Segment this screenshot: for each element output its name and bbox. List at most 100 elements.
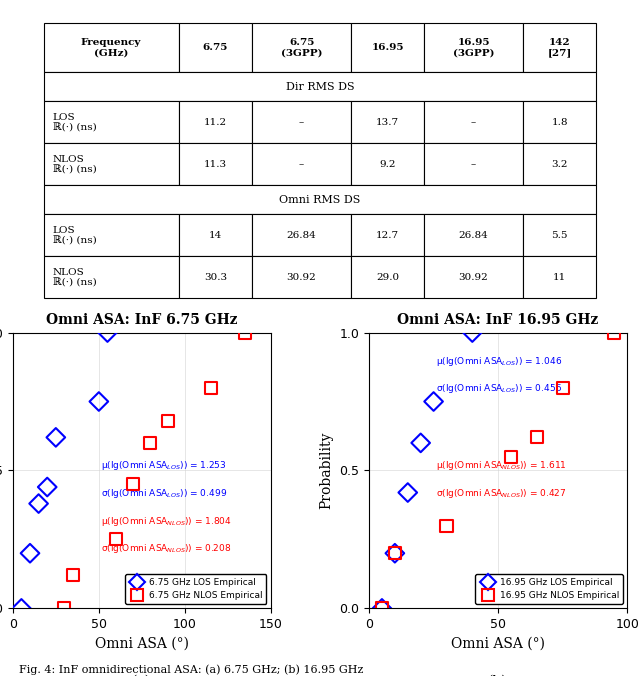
FancyBboxPatch shape	[252, 214, 351, 256]
Point	[33, 498, 44, 509]
Point	[60, 603, 70, 614]
Text: σ(lg(Omni ASA$_{NLOS}$)) = 0.427: σ(lg(Omni ASA$_{NLOS}$)) = 0.427	[436, 487, 567, 500]
FancyBboxPatch shape	[523, 101, 596, 143]
FancyBboxPatch shape	[424, 256, 523, 298]
Point	[111, 534, 121, 545]
Text: 1.8: 1.8	[552, 118, 568, 127]
FancyBboxPatch shape	[523, 214, 596, 256]
Legend: 6.75 GHz LOS Empirical, 6.75 GHz NLOS Empirical: 6.75 GHz LOS Empirical, 6.75 GHz NLOS Em…	[125, 574, 266, 604]
FancyBboxPatch shape	[424, 143, 523, 185]
Text: –: –	[471, 118, 476, 127]
Point	[442, 521, 452, 531]
FancyBboxPatch shape	[424, 23, 523, 72]
Text: 26.84: 26.84	[287, 231, 316, 240]
FancyBboxPatch shape	[351, 214, 424, 256]
X-axis label: Omni ASA (°): Omni ASA (°)	[95, 637, 189, 651]
FancyBboxPatch shape	[523, 23, 596, 72]
Point	[205, 383, 216, 393]
Text: 30.3: 30.3	[204, 273, 227, 282]
Point	[403, 487, 413, 498]
Point	[163, 416, 173, 427]
Point	[390, 548, 400, 558]
Point	[145, 437, 156, 448]
FancyBboxPatch shape	[252, 101, 351, 143]
Text: 13.7: 13.7	[376, 118, 399, 127]
Text: 5.5: 5.5	[552, 231, 568, 240]
Text: σ(lg(Omni ASA$_{NLOS}$)) = 0.208: σ(lg(Omni ASA$_{NLOS}$)) = 0.208	[100, 542, 231, 555]
FancyBboxPatch shape	[44, 143, 179, 185]
Point	[93, 396, 104, 407]
FancyBboxPatch shape	[351, 143, 424, 185]
Point	[428, 396, 438, 407]
Text: Omni RMS DS: Omni RMS DS	[279, 195, 361, 205]
Text: 142
[27]: 142 [27]	[547, 38, 572, 57]
FancyBboxPatch shape	[179, 214, 252, 256]
FancyBboxPatch shape	[44, 23, 179, 72]
FancyBboxPatch shape	[351, 23, 424, 72]
FancyBboxPatch shape	[44, 72, 596, 101]
Text: –: –	[299, 118, 304, 127]
FancyBboxPatch shape	[424, 214, 523, 256]
Text: 6.75: 6.75	[203, 43, 228, 52]
Text: 30.92: 30.92	[459, 273, 488, 282]
Point	[51, 432, 61, 443]
Text: 16.95: 16.95	[371, 43, 404, 52]
FancyBboxPatch shape	[44, 256, 179, 298]
FancyBboxPatch shape	[523, 256, 596, 298]
Text: LOS
ℝ(·) (ns): LOS ℝ(·) (ns)	[52, 113, 97, 132]
Point	[467, 327, 477, 338]
FancyBboxPatch shape	[44, 185, 596, 214]
Point	[25, 548, 35, 558]
Point	[532, 432, 542, 443]
Text: 16.95
(3GPP): 16.95 (3GPP)	[453, 38, 494, 57]
Text: 29.0: 29.0	[376, 273, 399, 282]
Text: –: –	[471, 160, 476, 169]
Text: Dir RMS DS: Dir RMS DS	[285, 82, 355, 92]
Point	[377, 603, 387, 614]
Text: 11: 11	[553, 273, 566, 282]
FancyBboxPatch shape	[179, 143, 252, 185]
Text: –: –	[299, 160, 304, 169]
FancyBboxPatch shape	[179, 23, 252, 72]
Text: 3.2: 3.2	[552, 160, 568, 169]
X-axis label: Omni ASA (°): Omni ASA (°)	[451, 637, 545, 651]
Text: 6.75
(3GPP): 6.75 (3GPP)	[281, 38, 323, 57]
Text: NLOS
ℝ(·) (ns): NLOS ℝ(·) (ns)	[52, 155, 97, 174]
Point	[390, 548, 400, 558]
Title: Omni ASA: InF 6.75 GHz: Omni ASA: InF 6.75 GHz	[46, 313, 237, 327]
Text: μ(lg(Omni ASA$_{NLOS}$)) = 1.611: μ(lg(Omni ASA$_{NLOS}$)) = 1.611	[436, 460, 567, 473]
Point	[16, 603, 26, 614]
Text: σ(lg(Omni ASA$_{LOS}$)) = 0.455: σ(lg(Omni ASA$_{LOS}$)) = 0.455	[436, 382, 562, 395]
FancyBboxPatch shape	[523, 143, 596, 185]
Text: Frequency
(GHz): Frequency (GHz)	[81, 38, 141, 57]
FancyBboxPatch shape	[424, 101, 523, 143]
Point	[68, 570, 78, 581]
Text: 30.92: 30.92	[287, 273, 316, 282]
Point	[415, 437, 426, 448]
FancyBboxPatch shape	[252, 23, 351, 72]
Point	[557, 383, 568, 393]
FancyBboxPatch shape	[351, 256, 424, 298]
Text: σ(lg(Omni ASA$_{LOS}$)) = 0.499: σ(lg(Omni ASA$_{LOS}$)) = 0.499	[100, 487, 227, 500]
FancyBboxPatch shape	[179, 101, 252, 143]
Text: LOS
ℝ(·) (ns): LOS ℝ(·) (ns)	[52, 226, 97, 245]
Point	[609, 327, 620, 338]
Text: NLOS
ℝ(·) (ns): NLOS ℝ(·) (ns)	[52, 268, 97, 287]
FancyBboxPatch shape	[44, 214, 179, 256]
Text: (b): (b)	[488, 675, 508, 676]
Text: 11.3: 11.3	[204, 160, 227, 169]
Point	[128, 479, 138, 489]
Point	[240, 327, 250, 338]
FancyBboxPatch shape	[179, 256, 252, 298]
Legend: 16.95 GHz LOS Empirical, 16.95 GHz NLOS Empirical: 16.95 GHz LOS Empirical, 16.95 GHz NLOS …	[476, 574, 623, 604]
Y-axis label: Probability: Probability	[320, 432, 334, 509]
Text: Fig. 4: InF omnidirectional ASA: (a) 6.75 GHz; (b) 16.95 GHz: Fig. 4: InF omnidirectional ASA: (a) 6.7…	[19, 664, 364, 675]
FancyBboxPatch shape	[252, 143, 351, 185]
Text: μ(lg(Omni ASA$_{LOS}$)) = 1.253: μ(lg(Omni ASA$_{LOS}$)) = 1.253	[100, 460, 226, 473]
Text: 14: 14	[209, 231, 222, 240]
Text: μ(lg(Omni ASA$_{NLOS}$)) = 1.804: μ(lg(Omni ASA$_{NLOS}$)) = 1.804	[100, 514, 231, 527]
Point	[42, 481, 52, 492]
Point	[377, 603, 387, 614]
Text: (a): (a)	[132, 675, 152, 676]
FancyBboxPatch shape	[351, 101, 424, 143]
